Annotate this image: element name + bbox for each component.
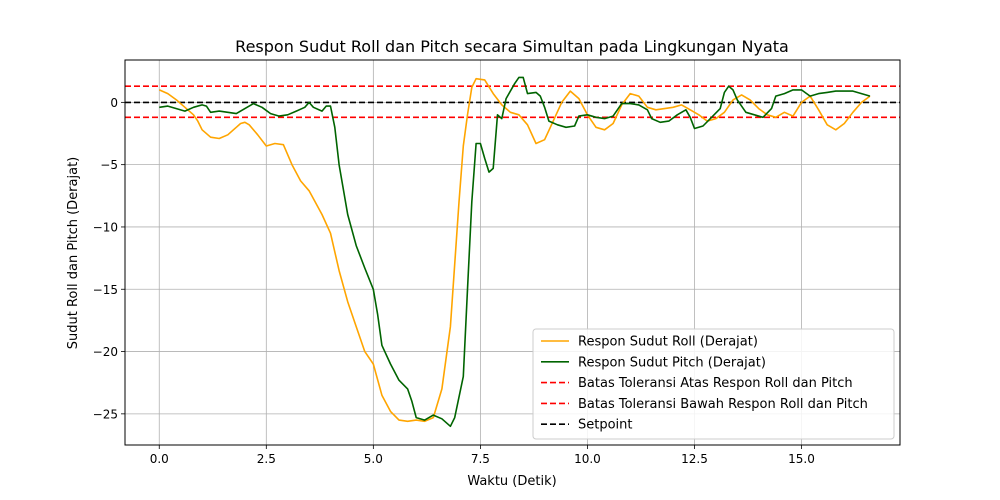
series-line-0 — [158, 77, 871, 423]
y-tick-label: −5 — [100, 158, 118, 172]
legend-box — [532, 328, 895, 440]
legend-label-1: Respon Sudut Pitch (Derajat) — [578, 355, 766, 370]
chart-title: Respon Sudut Roll dan Pitch secara Simul… — [235, 37, 789, 56]
legend-label-3: Batas Toleransi Bawah Respon Roll dan Pi… — [578, 397, 868, 412]
x-tick-label: 12.5 — [681, 452, 708, 466]
y-tick-label: −15 — [93, 283, 118, 297]
x-tick-label: 10.0 — [574, 452, 601, 466]
x-tick-label: 7.5 — [471, 452, 490, 466]
legend-label-2: Batas Toleransi Atas Respon Roll dan Pit… — [578, 376, 853, 391]
y-tick-label: −20 — [93, 345, 118, 359]
x-tick-label: 0.0 — [150, 452, 169, 466]
series-line-1 — [159, 76, 871, 428]
y-tick-label: −10 — [93, 220, 118, 234]
series-lines — [125, 76, 900, 428]
legend: Respon Sudut Roll (Derajat) Respon Sudut … — [532, 328, 895, 440]
y-tick-label: 0 — [110, 96, 118, 110]
legend-label-4: Setpoint — [578, 418, 633, 433]
legend-label-0: Respon Sudut Roll (Derajat) — [578, 335, 758, 350]
plot-frame — [124, 59, 901, 446]
x-tick-label: 2.5 — [257, 452, 276, 466]
y-axis-label: Sudut Roll dan Pitch (Derajat) — [66, 157, 81, 349]
x-tick-label: 15.0 — [788, 452, 815, 466]
axis-ticks: 0.0 2.5 5.0 7.5 10.0 12.5 15.0 0 −5 −10 −15 −20 −25 — [93, 96, 815, 466]
x-tick-label: 5.0 — [364, 452, 383, 466]
y-tick-label: −25 — [93, 407, 118, 421]
x-axis-label: Waktu (Detik) — [467, 474, 556, 489]
